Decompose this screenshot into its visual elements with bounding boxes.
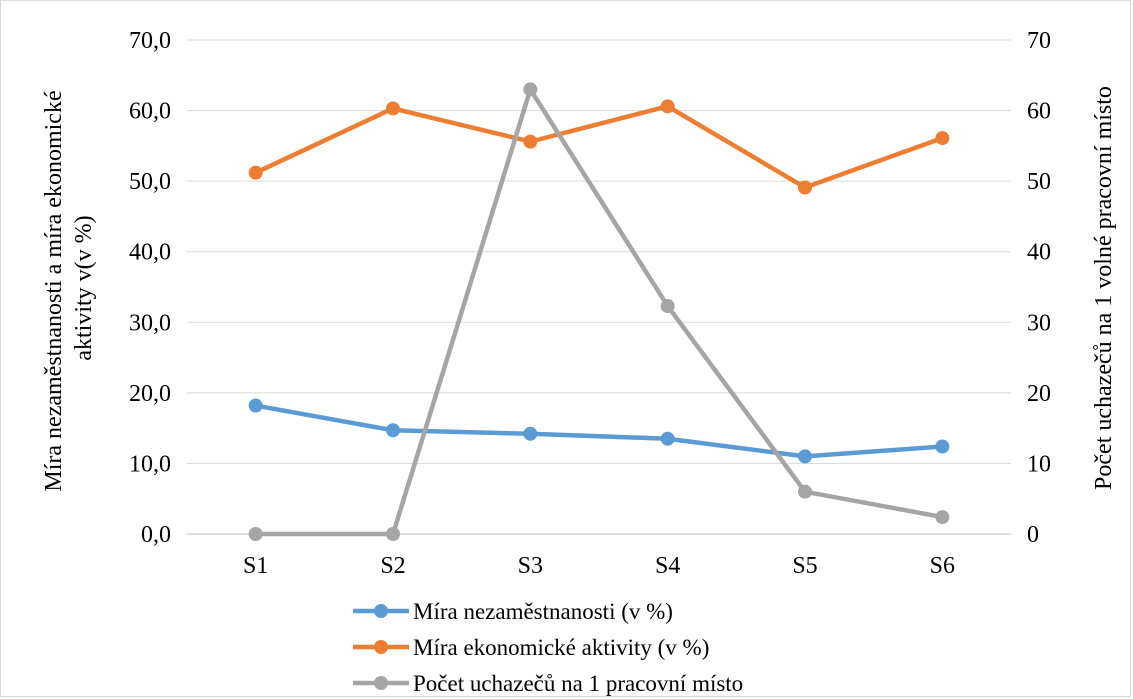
data-point-series-3 [660, 299, 675, 314]
data-point-series-1 [798, 449, 812, 464]
x-tick-label: S3 [518, 553, 543, 579]
data-point-series-2 [386, 101, 400, 116]
series-line-3 [255, 87, 943, 537]
legend-marker-1 [374, 604, 388, 618]
x-tick-label: S2 [380, 553, 405, 579]
right-tick-label: 10 [1027, 451, 1051, 477]
right-tick-label: 20 [1027, 381, 1051, 407]
data-point-series-2 [248, 165, 263, 180]
right-tick-label: 50 [1027, 169, 1051, 195]
right-tick-label: 40 [1027, 240, 1051, 266]
data-point-series-1 [660, 431, 675, 446]
data-point-series-1 [248, 398, 263, 413]
data-point-series-1 [386, 423, 400, 438]
right-tick-label: 0 [1027, 522, 1039, 548]
legend: Míra nezaměstnanosti (v %) Míra ekonomick… [353, 599, 743, 696]
left-tick-label: 50,0 [129, 169, 171, 195]
data-point-series-2 [660, 99, 675, 114]
x-axis-ticks: S1 S2 S3 S4 S5 S6 [243, 553, 955, 579]
data-point-series-2 [935, 131, 950, 146]
series-line-2 [254, 104, 944, 190]
legend-label-2: Míra ekonomické aktivity (v %) [413, 635, 709, 660]
data-point-series-2 [798, 180, 812, 195]
x-tick-label: S4 [655, 553, 680, 579]
legend-label-1: Míra nezaměstnanosti (v %) [413, 599, 673, 624]
left-tick-label: 70,0 [129, 28, 171, 54]
data-point-series-1 [935, 439, 950, 454]
data-point-series-3 [248, 527, 263, 541]
left-axis-title: Míra nezaměstnanosti a míra ekonomické a… [41, 84, 97, 491]
left-tick-label: 30,0 [129, 310, 171, 336]
left-tick-label: 10,0 [129, 451, 171, 477]
gridlines [187, 39, 1011, 535]
series-line-1 [255, 403, 943, 459]
right-axis-ticks: 0 10 20 30 40 50 60 70 [1027, 28, 1051, 548]
data-point-series-3 [935, 510, 950, 525]
data-point-series-2 [523, 134, 538, 149]
left-axis-ticks: 0,0 10,0 20,0 30,0 40,0 50,0 60,0 70,0 [129, 28, 171, 548]
data-point-series-1 [523, 426, 538, 441]
right-tick-label: 30 [1027, 310, 1051, 336]
right-tick-label: 70 [1027, 28, 1051, 54]
series-group [248, 82, 950, 541]
legend-label-3: Počet uchazečů na 1 pracovní místo [413, 671, 743, 696]
left-tick-label: 0,0 [141, 522, 171, 548]
right-axis-title: Počet uchazečů na 1 volné pracovní místo [1091, 86, 1117, 490]
legend-marker-3 [374, 676, 388, 690]
x-tick-label: S1 [243, 553, 268, 579]
data-point-series-3 [523, 82, 538, 97]
left-tick-label: 60,0 [129, 99, 171, 125]
right-tick-label: 60 [1027, 99, 1051, 125]
data-point-series-3 [798, 484, 812, 499]
x-tick-label: S5 [792, 553, 817, 579]
left-tick-label: 40,0 [129, 240, 171, 266]
x-tick-label: S6 [930, 553, 955, 579]
legend-marker-2 [374, 640, 388, 654]
data-point-series-3 [386, 527, 400, 541]
left-tick-label: 20,0 [129, 381, 171, 407]
